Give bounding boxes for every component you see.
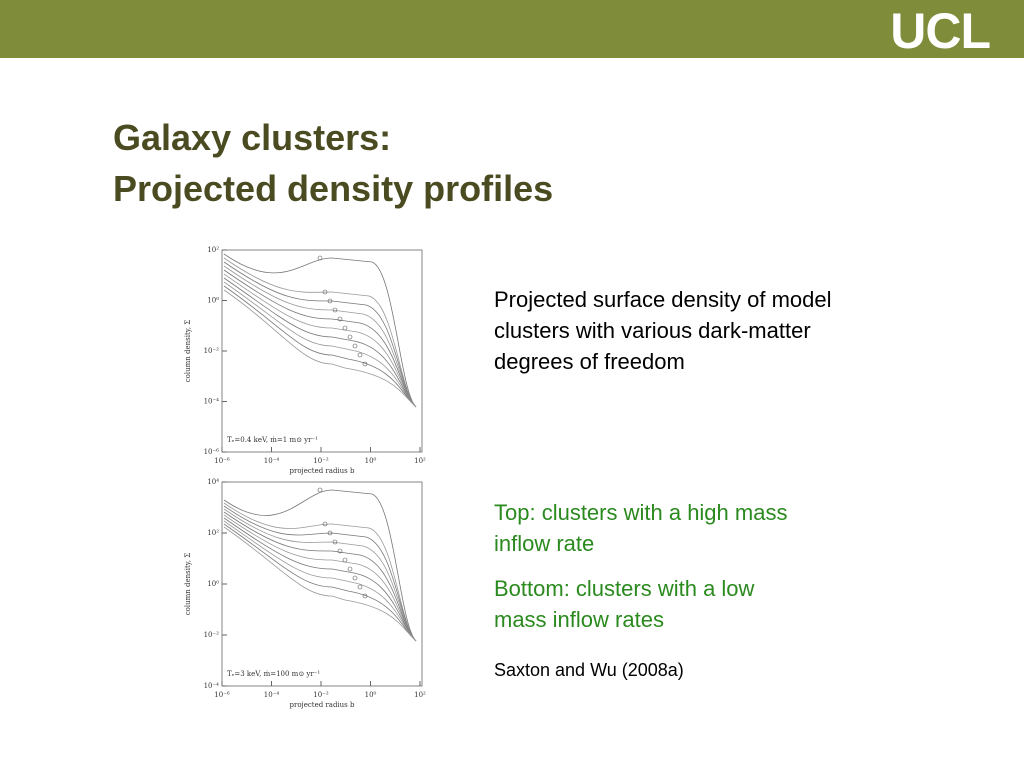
y-tick-label: 10⁴ — [207, 478, 219, 486]
description: Projected surface density of model clust… — [494, 284, 832, 377]
profile-curve — [223, 502, 417, 642]
profile-curve — [223, 508, 417, 642]
x-tick-label: 10⁻⁴ — [264, 457, 280, 465]
curve-marker — [342, 557, 348, 563]
curve-marker — [332, 307, 338, 313]
title-line: Projected density profiles — [113, 168, 554, 209]
y-tick-label: 10⁻² — [204, 631, 220, 639]
citation: Saxton and Wu (2008a) — [494, 660, 684, 680]
profile-curve — [223, 517, 417, 642]
slide-title: Galaxy clusters: Projected density profi… — [113, 112, 553, 214]
profile-curve — [223, 269, 417, 408]
x-tick-label: 10⁻² — [313, 691, 329, 699]
curve-marker — [347, 566, 353, 572]
logo: UCL — [890, 3, 991, 59]
x-axis-label: projected radius b — [290, 701, 356, 709]
profile-curve — [223, 265, 417, 408]
curve-marker — [332, 539, 338, 545]
y-tick-label: 10² — [207, 246, 219, 254]
curve-marker — [357, 352, 363, 358]
profile-curve — [223, 514, 417, 642]
curve-marker — [327, 298, 333, 304]
bottom-note: Bottom: clusters with a low mass inflow … — [494, 573, 754, 635]
annotation: Tₑ=3 keV, ṁ=100 m⊙ yr⁻¹ — [227, 670, 320, 678]
text-line: mass inflow rates — [494, 607, 664, 632]
x-tick-label: 10⁻⁶ — [214, 691, 230, 699]
curve-marker — [327, 530, 333, 536]
curve-marker — [347, 334, 353, 340]
curve-marker — [322, 521, 328, 527]
profile-curve — [223, 277, 417, 408]
curve-marker — [352, 343, 358, 349]
y-axis-label: column density, Σ — [184, 320, 192, 383]
curve-marker — [337, 548, 343, 554]
y-tick-label: 10⁻⁶ — [204, 448, 220, 456]
text-line: Projected surface density of model — [494, 287, 832, 312]
y-tick-label: 10⁻² — [204, 347, 220, 355]
curve-marker — [342, 325, 348, 331]
x-tick-label: 10⁻² — [313, 457, 329, 465]
curve-marker — [362, 361, 368, 367]
curve-marker — [337, 316, 343, 322]
header-bar: UCL — [0, 0, 1024, 58]
curve-marker — [352, 575, 358, 581]
text-line: Bottom: clusters with a low — [494, 576, 755, 601]
top-note: Top: clusters with a high mass inflow ra… — [494, 497, 787, 559]
x-tick-label: 10² — [414, 457, 426, 465]
profile-curve — [223, 273, 417, 408]
profile-curve — [223, 489, 417, 642]
x-tick-label: 10⁰ — [365, 457, 377, 465]
curve-marker — [362, 593, 368, 599]
y-tick-label: 10⁻⁴ — [204, 682, 220, 690]
x-tick-label: 10⁻⁴ — [264, 691, 280, 699]
profile-curve — [223, 520, 417, 642]
y-tick-label: 10⁰ — [207, 297, 219, 305]
text-line: degrees of freedom — [494, 349, 685, 374]
profile-curve — [223, 289, 417, 408]
text-line: inflow rate — [494, 531, 595, 556]
curve-marker — [317, 487, 323, 493]
profile-curve — [223, 523, 417, 642]
y-axis-label: column density, Σ — [184, 553, 192, 616]
annotation: Tₑ=0.4 keV, ṁ=1 m⊙ yr⁻¹ — [227, 436, 318, 444]
x-tick-label: 10⁰ — [365, 691, 377, 699]
title-line: Galaxy clusters: — [113, 117, 392, 158]
profile-curve — [223, 253, 417, 408]
plot-frame — [221, 481, 423, 687]
profile-curve — [223, 511, 417, 642]
profile-curve — [223, 285, 417, 408]
curve-marker — [322, 289, 328, 295]
y-tick-label: 10⁻⁴ — [204, 398, 220, 406]
text-line: Top: clusters with a high mass — [494, 500, 788, 525]
x-axis-label: projected radius b — [290, 467, 356, 475]
profile-curve — [223, 505, 417, 642]
profile-curve — [223, 281, 417, 408]
profile-curve — [223, 261, 417, 408]
profile-curve — [223, 526, 417, 642]
curve-marker — [317, 255, 323, 261]
x-tick-label: 10² — [414, 691, 426, 699]
text-line: clusters with various dark-matter — [494, 318, 811, 343]
curve-marker — [357, 584, 363, 590]
x-tick-label: 10⁻⁶ — [214, 457, 230, 465]
y-tick-label: 10⁰ — [207, 580, 219, 588]
profile-curve — [223, 257, 417, 408]
y-tick-label: 10² — [207, 529, 219, 537]
